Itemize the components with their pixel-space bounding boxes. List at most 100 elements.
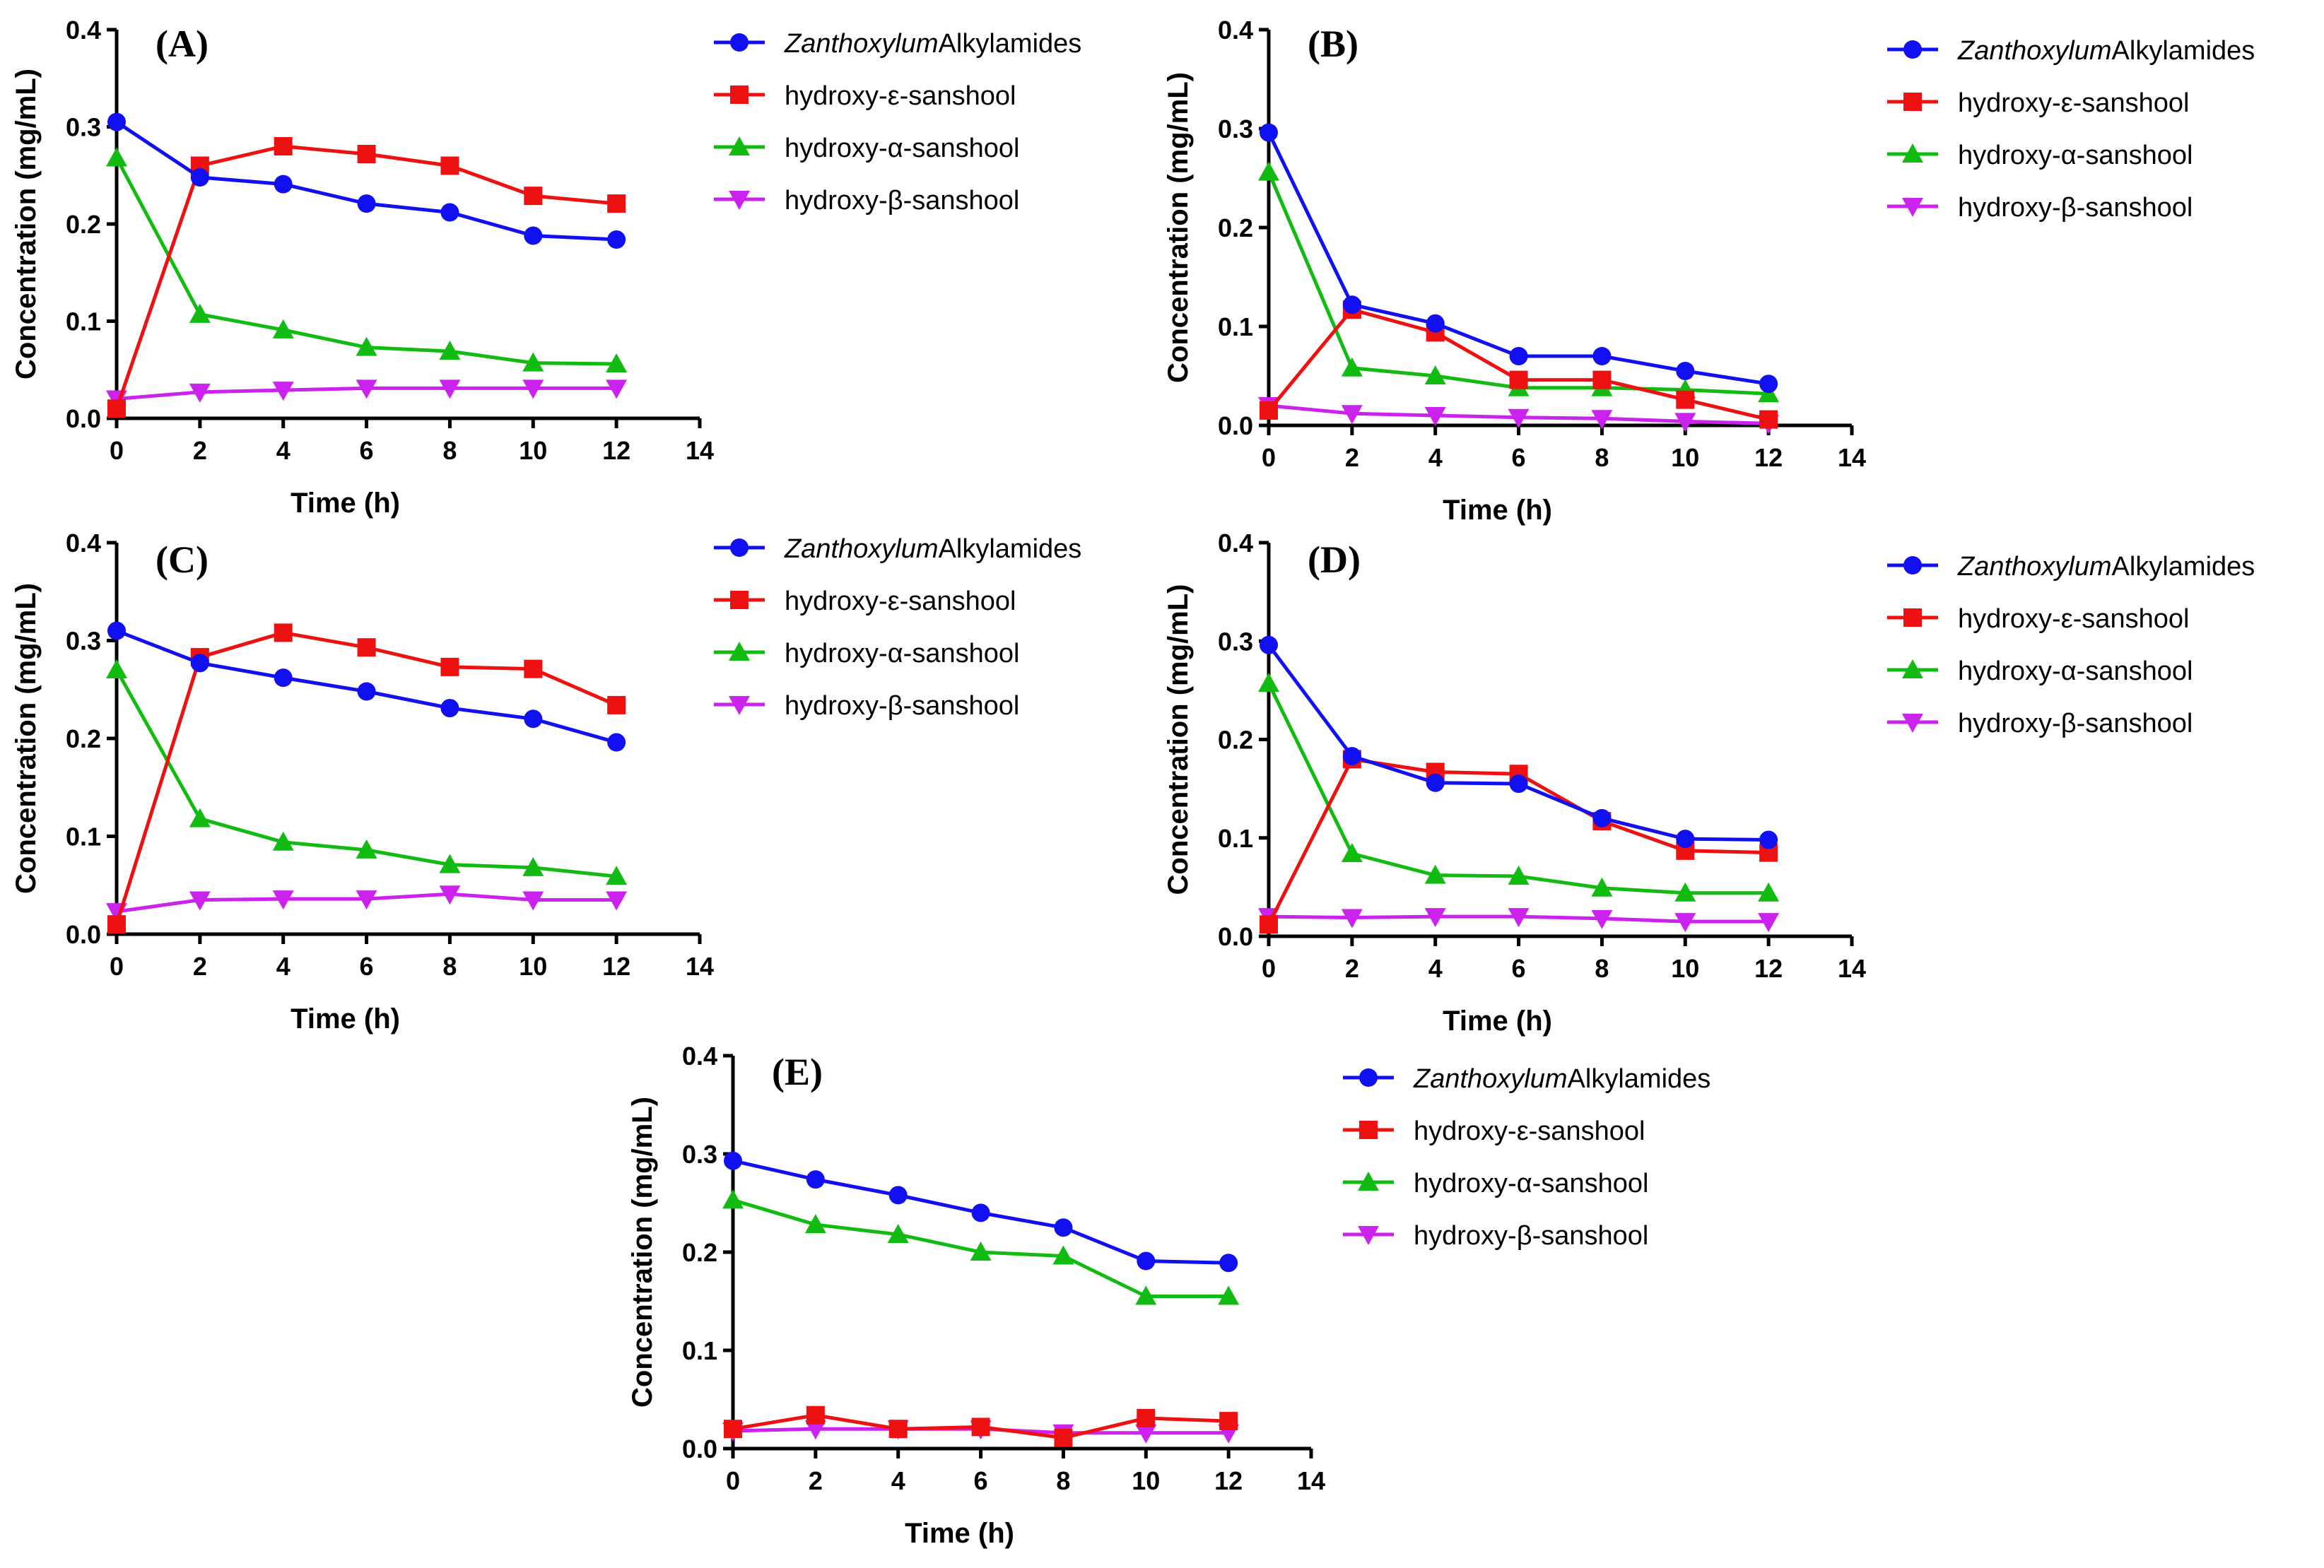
data-point	[107, 399, 126, 418]
data-point	[189, 303, 211, 323]
data-point	[357, 638, 376, 657]
legend: ZanthoxylumAlkylamides hydroxy-ε-sanshool…	[1343, 1064, 1710, 1251]
panel-label: (D)	[1308, 538, 1361, 581]
data-point	[524, 187, 543, 206]
data-point	[1219, 1412, 1238, 1431]
y-tick-label: 0.2	[1218, 726, 1253, 755]
y-tick-label: 0.2	[1218, 213, 1253, 242]
data-point	[356, 379, 377, 399]
legend: ZanthoxylumAlkylamides hydroxy-ε-sanshool…	[1887, 36, 2255, 223]
legend: ZanthoxylumAlkylamides hydroxy-ε-sanshool…	[1887, 552, 2255, 738]
legend-marker	[1902, 198, 1923, 217]
x-tick-label: 12	[602, 952, 630, 981]
y-tick-label: 0.0	[1218, 411, 1253, 440]
legend-label: ZanthoxylumAlkylamides	[784, 534, 1081, 564]
data-point	[1260, 915, 1278, 934]
legend-marker	[1902, 143, 1923, 163]
data-point	[1759, 410, 1778, 429]
data-point	[1137, 1408, 1156, 1427]
data-point	[607, 194, 626, 213]
data-point	[1758, 913, 1780, 933]
legend-label: hydroxy-ε-sanshool	[1414, 1116, 1645, 1146]
data-point	[804, 1420, 826, 1440]
data-point	[1054, 1428, 1073, 1447]
data-point	[1260, 635, 1278, 654]
x-axis-label: Time (h)	[905, 1518, 1014, 1549]
y-axis-label: Concentration (mg/mL)	[11, 583, 42, 894]
legend-label: hydroxy-ε-sanshool	[1958, 88, 2189, 118]
x-tick-label: 0	[1262, 443, 1276, 472]
data-point	[357, 682, 376, 701]
y-axis-label: Concentration (mg/mL)	[11, 69, 42, 379]
data-point	[440, 699, 459, 718]
y-tick-label: 0.0	[1218, 922, 1253, 951]
data-point	[439, 341, 461, 360]
data-point	[1424, 365, 1446, 384]
legend-label: hydroxy-β-sanshool	[785, 691, 1019, 721]
data-point	[1424, 407, 1446, 426]
data-point	[724, 1151, 742, 1170]
chart-panel-3: 0.0 0.1 0.2 0.3 0.4 0 2 4 6 8 10 12 14 Time (h) Concen…	[11, 529, 1081, 1034]
legend-marker	[1903, 608, 1922, 627]
legend-label: hydroxy-β-sanshool	[1958, 193, 2193, 223]
data-point	[1218, 1285, 1240, 1305]
data-point	[274, 137, 293, 155]
data-point	[356, 839, 377, 859]
data-point	[189, 808, 211, 827]
x-tick-label: 12	[1754, 443, 1783, 472]
x-tick-label: 14	[1838, 443, 1866, 472]
data-point	[1592, 347, 1612, 365]
legend-marker	[729, 191, 750, 210]
x-tick-label: 6	[360, 952, 374, 981]
legend-label: hydroxy-α-sanshool	[1414, 1169, 1648, 1198]
y-axis-label: Concentration (mg/mL)	[1163, 72, 1194, 383]
x-tick-label: 8	[442, 436, 457, 465]
chart-panel-4: 0.0 0.1 0.2 0.3 0.4 0 2 4 6 8 10 12 14 Time (h) Concen…	[1163, 529, 2255, 1037]
chart-panel-1: 0.0 0.1 0.2 0.3 0.4 0 2 4 6 8 10 12 14 Time (h) Concen…	[11, 16, 1081, 519]
data-point	[274, 623, 293, 642]
x-tick-label: 10	[519, 436, 547, 465]
y-tick-label: 0.1	[66, 307, 101, 336]
data-point	[106, 659, 127, 679]
data-point	[722, 1189, 744, 1209]
y-tick-label: 0.0	[66, 404, 101, 433]
data-point	[440, 657, 459, 676]
data-point	[1135, 1424, 1157, 1444]
y-tick-label: 0.2	[66, 724, 101, 753]
x-tick-label: 4	[1428, 954, 1443, 983]
data-point	[190, 168, 209, 187]
data-point	[1509, 347, 1528, 365]
x-tick-label: 4	[276, 952, 290, 981]
data-point	[1676, 362, 1695, 380]
panel-label: (A)	[155, 23, 209, 65]
legend-marker	[730, 591, 749, 609]
x-tick-label: 8	[442, 952, 457, 981]
data-point	[607, 733, 626, 752]
data-point	[274, 175, 293, 194]
y-tick-label: 0.4	[1218, 529, 1253, 558]
data-point	[1759, 830, 1778, 849]
x-tick-label: 10	[1132, 1466, 1160, 1495]
data-point	[607, 230, 626, 249]
data-point	[888, 1420, 908, 1439]
data-point	[522, 891, 544, 911]
data-point	[1592, 808, 1612, 827]
y-tick-label: 0.0	[682, 1434, 717, 1463]
y-axis-label: Concentration (mg/mL)	[1163, 584, 1194, 895]
data-point	[1508, 408, 1530, 428]
x-axis-label: Time (h)	[290, 1003, 400, 1034]
legend-label: ZanthoxylumAlkylamides	[1957, 552, 2255, 582]
panel-label: (C)	[155, 538, 209, 581]
legend-marker	[730, 86, 749, 104]
x-tick-label: 2	[1345, 443, 1359, 472]
data-point	[1342, 295, 1361, 314]
legend-label: ZanthoxylumAlkylamides	[784, 29, 1081, 59]
x-axis-label: Time (h)	[290, 488, 400, 519]
y-tick-label: 0.1	[1218, 312, 1253, 341]
data-point	[356, 890, 377, 910]
legend-marker	[729, 136, 750, 155]
legend-label: hydroxy-α-sanshool	[785, 134, 1019, 163]
legend-marker	[1903, 556, 1922, 574]
data-point	[1674, 413, 1696, 432]
data-point	[724, 1420, 742, 1439]
